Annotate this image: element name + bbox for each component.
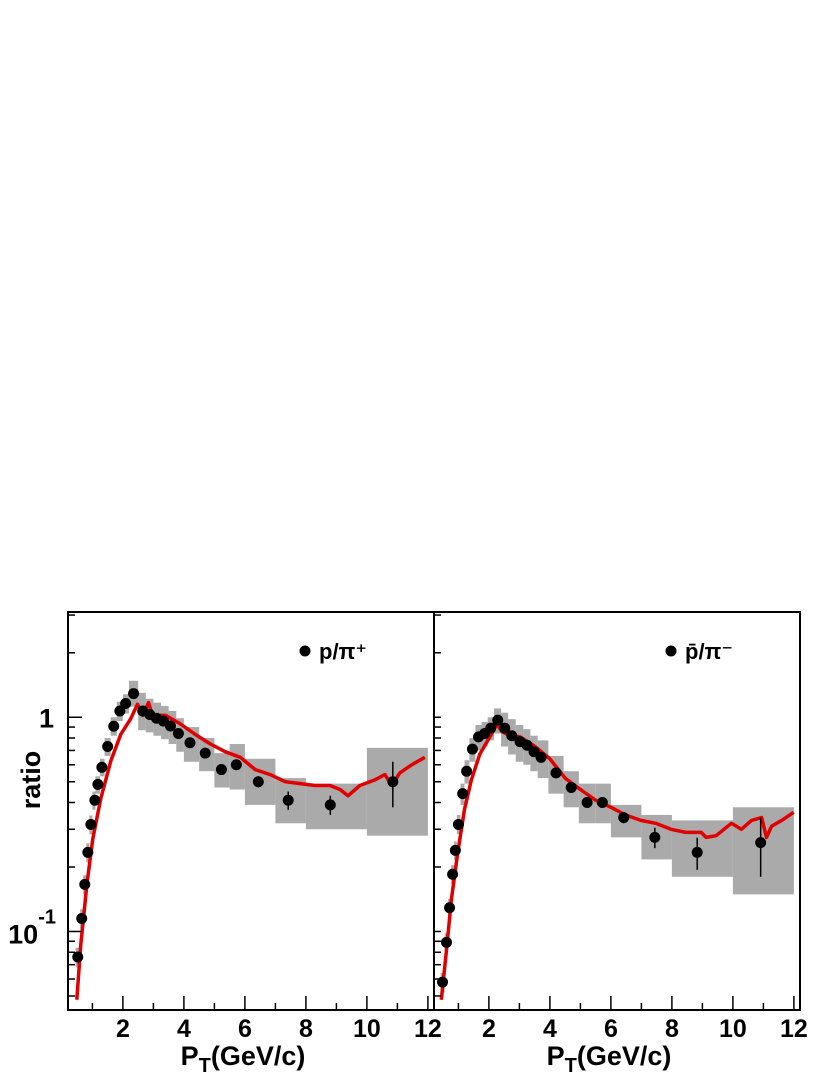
data-point bbox=[447, 868, 459, 880]
data-point bbox=[550, 767, 562, 779]
data-point bbox=[461, 765, 473, 777]
data-point bbox=[485, 722, 497, 734]
x-tick-label: 10 bbox=[353, 1015, 381, 1043]
x-tick-label: 8 bbox=[299, 1015, 313, 1043]
y-tick-exponent: -1 bbox=[38, 906, 56, 928]
data-point bbox=[96, 761, 108, 773]
data-point bbox=[252, 776, 264, 788]
x-tick-label: 6 bbox=[604, 1015, 618, 1043]
data-point bbox=[76, 912, 88, 924]
x-tick-label: 6 bbox=[238, 1015, 252, 1043]
plot-area bbox=[437, 708, 795, 1000]
data-point bbox=[596, 797, 608, 809]
frame bbox=[433, 611, 801, 1011]
data-point bbox=[72, 951, 84, 963]
data-point bbox=[172, 727, 184, 739]
y-axis-label: ratio bbox=[16, 751, 46, 810]
data-point bbox=[164, 720, 176, 732]
model-curve bbox=[75, 700, 426, 1000]
data-point bbox=[521, 739, 533, 751]
data-point bbox=[649, 831, 661, 843]
data-point bbox=[85, 818, 97, 830]
data-point bbox=[120, 697, 132, 709]
data-point bbox=[102, 741, 114, 753]
x-label-main: P bbox=[181, 1041, 199, 1071]
plot-area bbox=[72, 680, 428, 1000]
data-point bbox=[215, 764, 227, 776]
data-point bbox=[691, 846, 703, 858]
x-tick-label: 12 bbox=[780, 1015, 808, 1043]
x-axis-label: PT(GeV/c) bbox=[181, 1041, 306, 1075]
y-tick-label: 10-1 bbox=[8, 906, 56, 949]
legend-label: p̄/π⁻ bbox=[685, 639, 733, 664]
data-point bbox=[199, 747, 211, 759]
legend-marker bbox=[665, 645, 677, 657]
data-point bbox=[108, 720, 120, 732]
data-point bbox=[441, 936, 453, 948]
data-point bbox=[79, 878, 91, 890]
data-point bbox=[506, 730, 518, 742]
x-label-rest: (GeV/c) bbox=[577, 1041, 672, 1071]
x-label-rest: (GeV/c) bbox=[211, 1041, 306, 1071]
x-label-sub: T bbox=[199, 1055, 211, 1075]
panel: 2 4 6 8 10 12 PT(GeV/c) p̄/π⁻ bbox=[433, 611, 808, 1075]
x-label-main: P bbox=[547, 1041, 565, 1071]
x-axis-label: PT(GeV/c) bbox=[547, 1041, 672, 1075]
data-point bbox=[466, 743, 478, 755]
data-point bbox=[755, 837, 767, 849]
data-point bbox=[282, 794, 294, 806]
x-tick-label: 12 bbox=[414, 1015, 442, 1043]
data-point bbox=[535, 751, 547, 763]
data-point bbox=[82, 846, 94, 858]
legend-marker bbox=[299, 645, 311, 657]
data-point bbox=[444, 902, 456, 914]
data-point bbox=[499, 722, 511, 734]
syst-box bbox=[305, 783, 367, 830]
data-point bbox=[581, 797, 593, 809]
x-tick-label: 2 bbox=[482, 1015, 496, 1043]
x-tick-label: 4 bbox=[177, 1015, 191, 1043]
data-point bbox=[565, 782, 577, 794]
data-point bbox=[618, 812, 630, 824]
x-tick-label: 2 bbox=[116, 1015, 130, 1043]
data-point bbox=[449, 844, 461, 856]
data-point bbox=[387, 776, 399, 788]
y-tick-base: 10 bbox=[8, 919, 38, 949]
x-tick-label: 4 bbox=[543, 1015, 557, 1043]
legend-label: p/π⁺ bbox=[319, 639, 367, 664]
data-point bbox=[230, 759, 242, 771]
data-point bbox=[457, 788, 469, 800]
data-point bbox=[128, 688, 140, 700]
data-point bbox=[324, 799, 336, 811]
data-point bbox=[452, 818, 464, 830]
x-label-sub: T bbox=[565, 1055, 577, 1075]
x-tick-label: 10 bbox=[719, 1015, 747, 1043]
data-point bbox=[492, 714, 504, 726]
data-point bbox=[114, 705, 126, 717]
data-point bbox=[92, 778, 104, 790]
y-tick-label: 1 bbox=[39, 703, 54, 733]
x-tick-label: 8 bbox=[665, 1015, 679, 1043]
data-point bbox=[89, 794, 101, 806]
data-point bbox=[184, 737, 196, 749]
